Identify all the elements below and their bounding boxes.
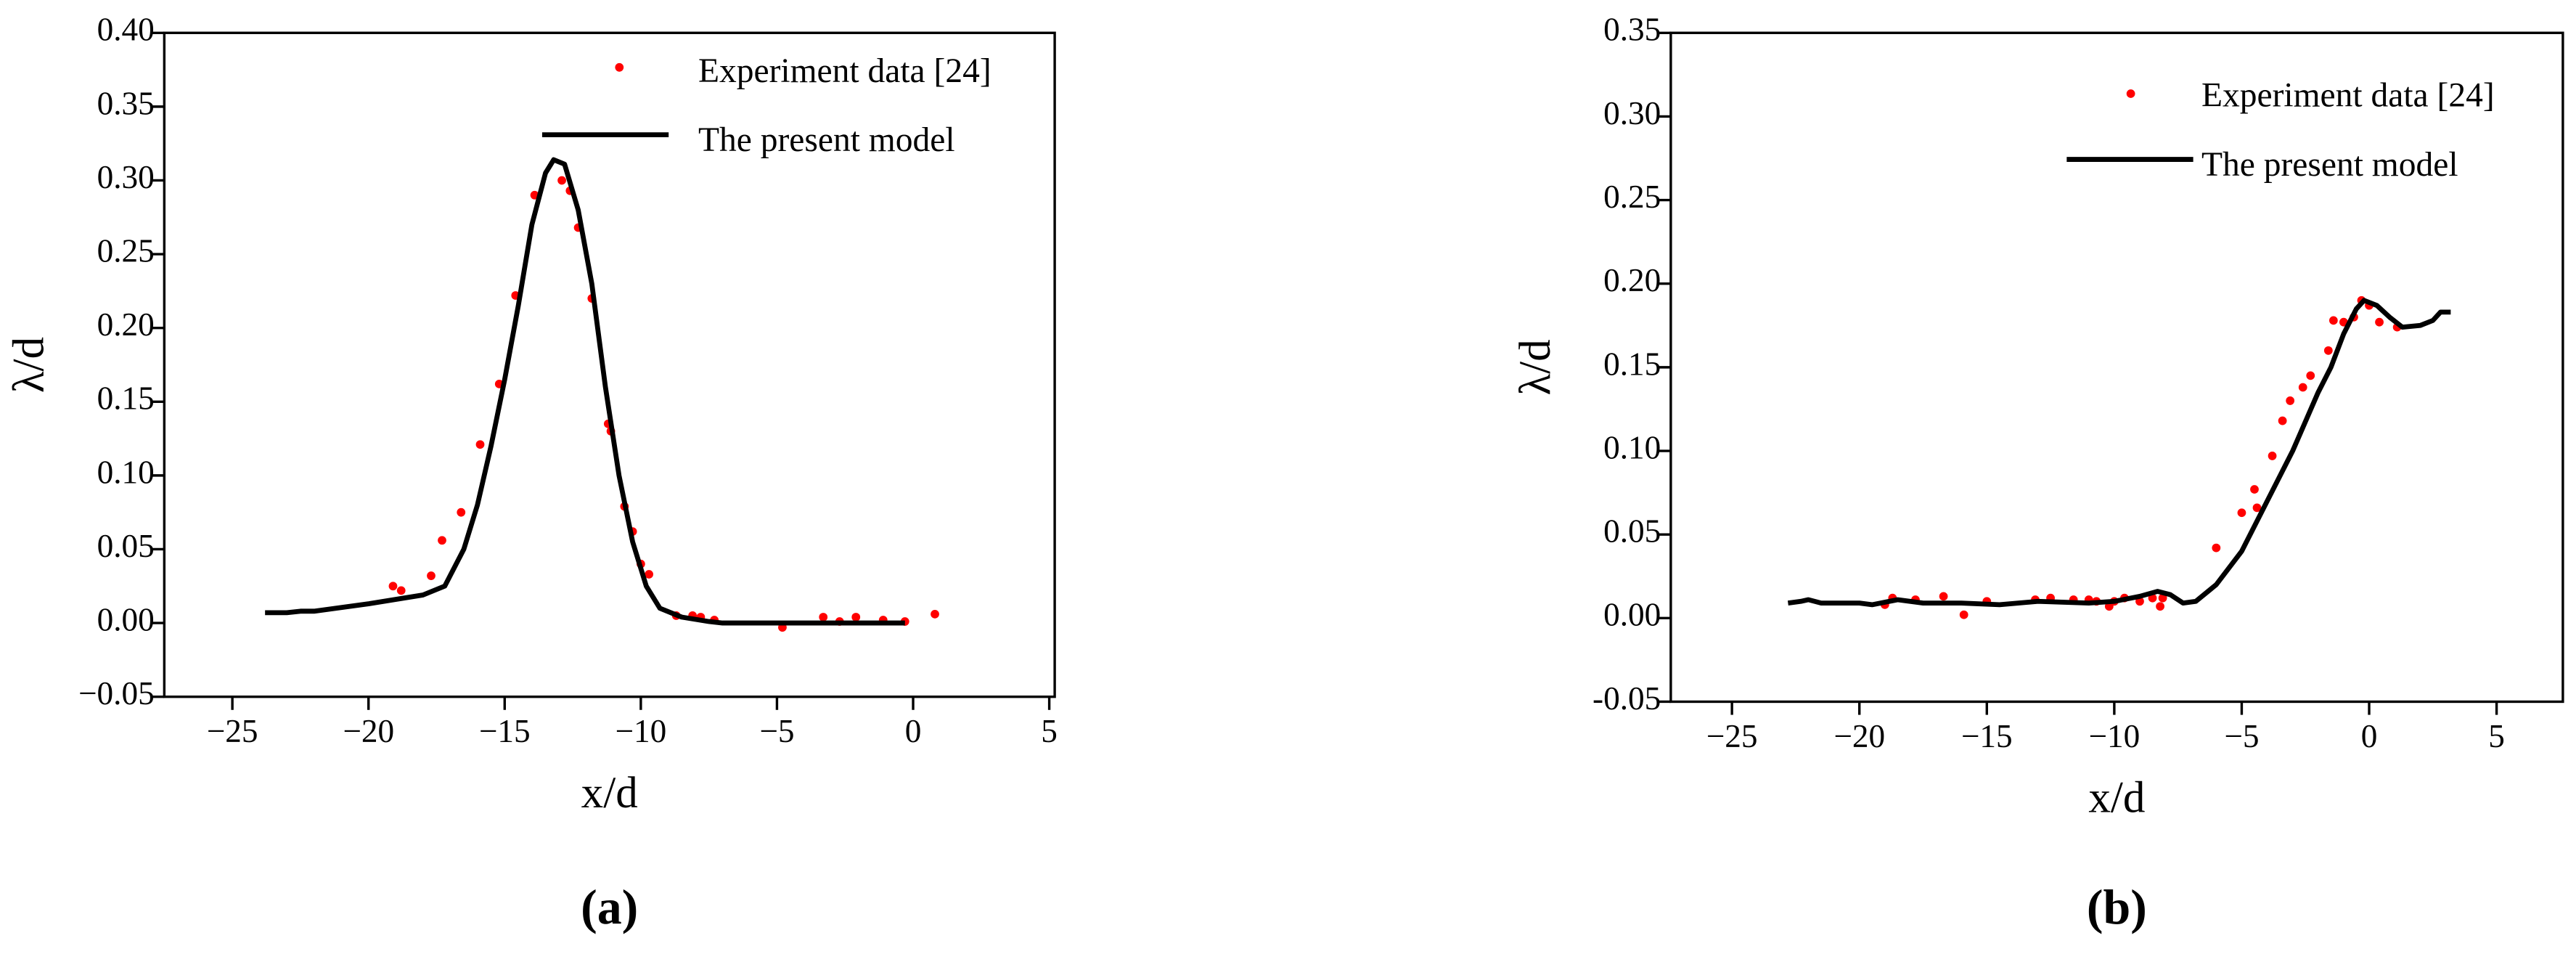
data-point — [2237, 508, 2246, 518]
data-point — [2156, 602, 2164, 611]
data-point — [427, 571, 436, 580]
data-point — [438, 536, 446, 545]
caption: (b) — [2087, 879, 2147, 934]
x-tick-label: −5 — [759, 713, 794, 749]
data-point — [2268, 452, 2277, 460]
y-tick-label: 0.35 — [1603, 12, 1661, 48]
y-tick-label: 0.40 — [97, 12, 155, 48]
data-point — [2323, 346, 2333, 355]
plot-frame — [1669, 31, 2564, 704]
x-tick-label: −15 — [479, 713, 531, 749]
x-tick-label: −20 — [343, 713, 394, 749]
data-point — [388, 582, 398, 591]
data-point — [2158, 593, 2167, 603]
model-line — [265, 157, 905, 626]
data-point — [2252, 503, 2262, 513]
legend-label: Experiment data [24] — [2201, 77, 2495, 115]
y-tick-label: 0.05 — [97, 528, 155, 564]
legend-label: The present model — [698, 121, 955, 159]
legend-marker — [615, 62, 624, 72]
data-point — [2250, 485, 2259, 494]
y-tick-label: 0.20 — [97, 306, 155, 343]
data-point — [2278, 416, 2287, 425]
data-point — [2328, 316, 2338, 325]
x-tick-label: −25 — [207, 713, 258, 749]
x-tick-label: −10 — [2088, 718, 2140, 754]
x-tick-label: 0 — [905, 713, 922, 749]
y-tick-label: 0.00 — [97, 601, 155, 637]
x-tick-label: −20 — [1833, 718, 1885, 754]
y-axis-label: λ/d — [1511, 339, 1560, 395]
y-tick-label: −0.05 — [78, 675, 155, 712]
x-tick-label: 5 — [1041, 713, 1058, 749]
y-axis-label: λ/d — [4, 337, 53, 393]
legend-marker — [2126, 89, 2135, 98]
y-tick-label: 0.25 — [97, 232, 155, 269]
y-tick-label: 0.15 — [97, 380, 155, 417]
x-tick-label: 0 — [2361, 718, 2378, 754]
data-point — [2298, 383, 2307, 392]
data-point — [396, 586, 406, 595]
data-point — [851, 613, 861, 621]
caption: (a) — [581, 879, 638, 934]
data-point — [2375, 317, 2384, 327]
x-tick-label: −15 — [1961, 718, 2013, 754]
x-tick-label: 5 — [2488, 718, 2505, 754]
x-tick-label: −5 — [2224, 718, 2259, 754]
model-line — [1787, 298, 2451, 608]
x-axis-label: x/d — [581, 769, 638, 818]
data-point — [645, 570, 654, 579]
data-point — [457, 508, 466, 517]
legend-label: Experiment data [24] — [698, 52, 991, 90]
data-point — [1959, 610, 1968, 619]
y-tick-label: 0.30 — [1603, 95, 1661, 131]
data-point — [819, 613, 828, 621]
y-tick-label: 0.10 — [1603, 429, 1661, 465]
plot-frame — [163, 31, 1056, 698]
x-tick-label: −25 — [1706, 718, 1758, 754]
y-tick-label: 0.15 — [1603, 346, 1661, 382]
y-tick-label: 0.35 — [97, 85, 155, 121]
y-tick-label: 0.25 — [1603, 179, 1661, 215]
y-tick-label: 0.10 — [97, 454, 155, 490]
data-point — [2306, 371, 2315, 380]
data-point — [2212, 543, 2221, 553]
y-tick-label: 0.00 — [1603, 597, 1661, 633]
x-axis-label: x/d — [2088, 774, 2145, 823]
y-tick-label: -0.05 — [1592, 680, 1661, 717]
data-point — [2286, 396, 2295, 405]
y-tick-label: 0.05 — [1603, 513, 1661, 550]
y-tick-label: 0.30 — [97, 159, 155, 195]
legend-label: The present model — [2201, 146, 2458, 184]
y-tick-label: 0.20 — [1603, 262, 1661, 298]
x-tick-label: −10 — [615, 713, 666, 749]
data-point — [557, 176, 566, 185]
data-point — [931, 610, 939, 619]
data-point — [475, 440, 485, 449]
data-point — [1939, 592, 1948, 601]
